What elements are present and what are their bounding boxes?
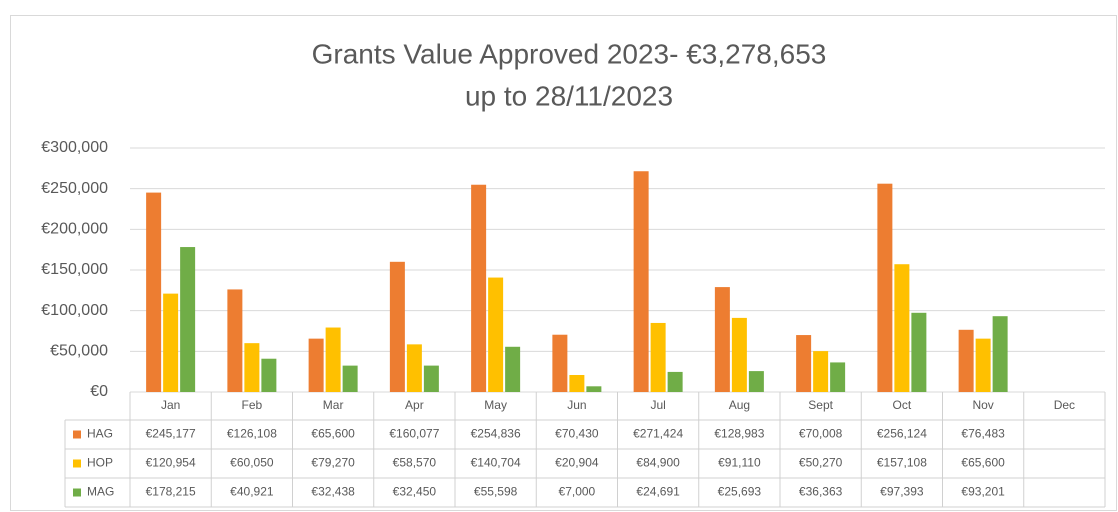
legend-label: MAG xyxy=(87,485,114,499)
bar xyxy=(389,261,405,392)
table-cell: €97,393 xyxy=(880,485,924,499)
y-tick-label: €50,000 xyxy=(50,343,108,360)
bar xyxy=(325,327,341,392)
table-cell: €93,201 xyxy=(961,485,1005,499)
bar xyxy=(505,346,521,392)
bar xyxy=(958,329,974,392)
bar xyxy=(877,183,893,392)
bar xyxy=(830,362,846,392)
bar xyxy=(633,171,649,392)
table-cell: €245,177 xyxy=(146,427,196,441)
bar xyxy=(731,317,747,392)
bar xyxy=(406,344,422,392)
table-cell: €55,598 xyxy=(474,485,518,499)
table-cell: €76,483 xyxy=(961,427,1005,441)
table-cell: €254,836 xyxy=(471,427,521,441)
chart-subtitle: up to 28/11/2023 xyxy=(465,80,673,111)
table-cell: €32,438 xyxy=(311,485,355,499)
bar xyxy=(748,371,764,392)
legend-label: HAG xyxy=(87,427,113,441)
bar xyxy=(488,277,504,392)
table-cell: €178,215 xyxy=(146,485,196,499)
bar xyxy=(667,371,683,392)
bar xyxy=(796,335,812,392)
bar xyxy=(342,365,358,392)
table-cell: €70,430 xyxy=(555,427,599,441)
bar xyxy=(227,289,243,392)
bar xyxy=(975,338,991,392)
y-tick-label: €200,000 xyxy=(41,221,108,238)
table-cell: €58,570 xyxy=(393,456,437,470)
table-cell: €91,110 xyxy=(718,456,761,470)
table-cell: €271,424 xyxy=(633,427,683,441)
table-cell: €256,124 xyxy=(877,427,927,441)
bar xyxy=(813,351,829,392)
bar xyxy=(569,374,585,392)
table-cell: €84,900 xyxy=(636,456,680,470)
x-tick-label: Feb xyxy=(242,398,263,412)
bar xyxy=(163,293,179,392)
table-cell: €40,921 xyxy=(230,485,274,499)
table-cell: €157,108 xyxy=(877,456,927,470)
x-tick-label: May xyxy=(484,398,507,412)
legend-key xyxy=(73,430,81,439)
x-tick-label: Apr xyxy=(405,398,424,412)
x-tick-label: Oct xyxy=(893,398,912,412)
table-cell: €70,008 xyxy=(799,427,843,441)
table-cell: €128,983 xyxy=(714,427,764,441)
table-cell: €126,108 xyxy=(227,427,277,441)
table-cell: €160,077 xyxy=(389,427,439,441)
table-cell: €25,693 xyxy=(718,485,762,499)
y-tick-label: €0 xyxy=(90,383,108,400)
table-cell: €20,904 xyxy=(555,456,599,470)
bar xyxy=(423,365,439,392)
x-tick-label: Mar xyxy=(323,398,344,412)
bar xyxy=(650,322,666,392)
bar xyxy=(552,334,568,392)
table-cell: €65,600 xyxy=(961,456,1005,470)
x-tick-label: Jun xyxy=(567,398,586,412)
table-cell: €32,450 xyxy=(393,485,437,499)
bar xyxy=(586,386,602,392)
table-cell: €36,363 xyxy=(799,485,843,499)
y-tick-label: €300,000 xyxy=(41,139,108,156)
bar xyxy=(894,264,910,392)
bar xyxy=(146,192,162,392)
bar xyxy=(714,287,730,392)
chart-title: Grants Value Approved 2023- €3,278,653 xyxy=(312,38,827,69)
table-cell: €60,050 xyxy=(230,456,274,470)
table-cell: €65,600 xyxy=(311,427,355,441)
table-cell: €24,691 xyxy=(636,485,680,499)
table-cell: €79,270 xyxy=(311,456,355,470)
x-tick-label: Nov xyxy=(972,398,993,412)
bar xyxy=(471,184,487,392)
bar xyxy=(992,316,1008,392)
x-tick-label: Dec xyxy=(1054,398,1075,412)
legend-key xyxy=(73,459,81,468)
table-cell: €140,704 xyxy=(471,456,521,470)
bar xyxy=(244,343,260,392)
bar xyxy=(180,247,196,392)
legend-label: HOP xyxy=(87,456,113,470)
table-cell: €120,954 xyxy=(146,456,196,470)
table-cell: €50,270 xyxy=(799,456,843,470)
x-tick-label: Aug xyxy=(729,398,750,412)
legend-key xyxy=(73,488,81,497)
x-tick-label: Sept xyxy=(808,398,833,412)
x-tick-label: Jan xyxy=(161,398,180,412)
bar xyxy=(308,338,324,392)
bar xyxy=(911,312,927,392)
y-tick-label: €150,000 xyxy=(41,261,108,278)
table-cell: €7,000 xyxy=(559,485,596,499)
bar xyxy=(261,358,277,392)
y-tick-label: €250,000 xyxy=(41,180,108,197)
x-tick-label: Jul xyxy=(650,398,665,412)
y-tick-label: €100,000 xyxy=(41,302,108,319)
